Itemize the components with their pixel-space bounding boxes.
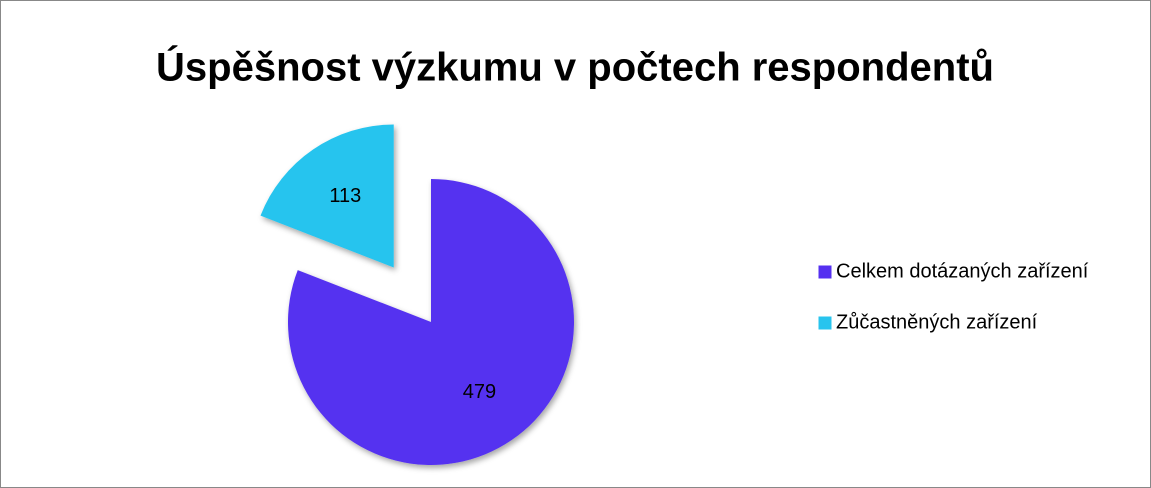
chart-title: Úspěšnost výzkumu v počtech respondentů [156, 44, 994, 90]
legend-swatch [817, 315, 833, 331]
legend-label: Celkem dotázaných zařízení [836, 260, 1089, 282]
pie-slice [260, 124, 394, 268]
pie-slice [288, 179, 574, 465]
legend-label: Zůčastněných zařízení [836, 311, 1038, 333]
data-label: 113 [329, 185, 361, 207]
legend-swatch [817, 264, 833, 280]
data-label: 479 [463, 381, 496, 403]
